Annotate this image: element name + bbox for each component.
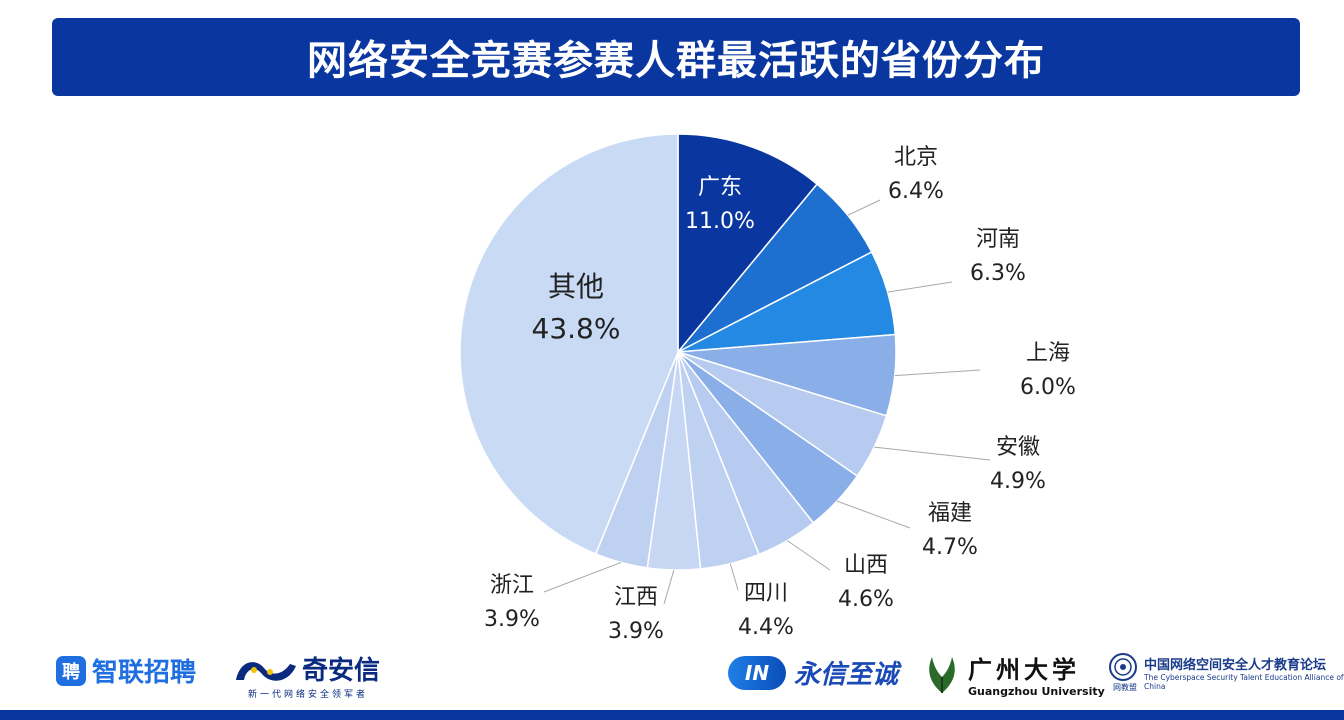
slice-value-label: 4.9% [990,469,1046,494]
slice-value-label: 4.7% [922,535,978,560]
leader-line [874,446,991,461]
footer-bar [0,710,1344,720]
slice-value-label: 6.0% [1020,375,1076,400]
leader-line [836,500,911,529]
alliance-name-en: The Cyberspace Security Talent Education… [1144,673,1344,691]
page-title: 网络安全竞赛参赛人群最活跃的省份分布 [307,38,1045,84]
qianxin-text: 奇安信 [302,656,381,686]
qianxin-mark-icon [236,661,296,681]
zhaopin-text: 智联招聘 [92,658,197,688]
leader-line [847,199,881,216]
slice-value-label: 6.4% [888,179,944,204]
slice-name-label: 广东 [698,175,742,200]
slice-name-label: 四川 [744,581,788,606]
qianxin-slogan: 新一代网络安全领军者 [248,690,369,700]
gzhu-emblem-icon [929,657,955,693]
slice-value-label: 11.0% [685,209,755,234]
slice-name-label: 北京 [894,145,938,170]
zhaopin-badge-icon: 聘 [56,655,86,686]
yongxin-text: 永信至诚 [794,660,899,690]
leader-line [729,563,739,591]
slice-name-label: 福建 [928,501,972,526]
yongxin-badge-icon: IN [728,655,786,690]
pie-slice [677,133,819,355]
yongxin-logo: IN 永信至诚 [728,654,898,691]
gzhu-logo: 广州大学 Guangzhou University [922,650,1105,698]
slice-value-label: 43.8% [532,312,621,345]
slice-name-label: 浙江 [490,573,534,598]
leader-line [894,369,981,377]
alliance-emblem-icon [1109,653,1137,681]
slice-value-label: 4.4% [738,615,794,640]
leader-line [663,569,675,605]
slice-name-label: 河南 [976,227,1020,252]
slice-value-label: 4.6% [838,587,894,612]
slice-name-label: 上海 [1026,341,1070,366]
slice-name-label: 安徽 [996,435,1040,460]
gzhu-name-cn: 广州大学 [968,655,1080,684]
slice-name-label: 其他 [548,270,604,303]
slice-value-label: 3.9% [608,619,664,644]
title-banner: 网络安全竞赛参赛人群最活跃的省份分布 [52,18,1300,96]
slice-name-label: 山西 [844,553,888,578]
alliance-name-cn: 中国网络空间安全人才教育论坛 [1144,658,1327,673]
slice-name-label: 江西 [614,585,658,610]
leader-line [543,561,622,593]
leader-line [887,281,953,293]
alliance-logo: 网教盟 中国网络空间安全人才教育论坛 The Cyberspace Securi… [1108,652,1344,693]
qianxin-logo: 奇安信 新一代网络安全领军者 [234,650,380,700]
slice-value-label: 3.9% [484,607,540,632]
zhaopin-logo: 聘 智联招聘 [56,652,196,689]
leader-line [787,540,831,571]
slice-value-label: 6.3% [970,261,1026,286]
gzhu-name-en: Guangzhou University [968,685,1105,698]
alliance-short: 网教盟 [1113,683,1137,692]
pie-slice [459,133,679,555]
